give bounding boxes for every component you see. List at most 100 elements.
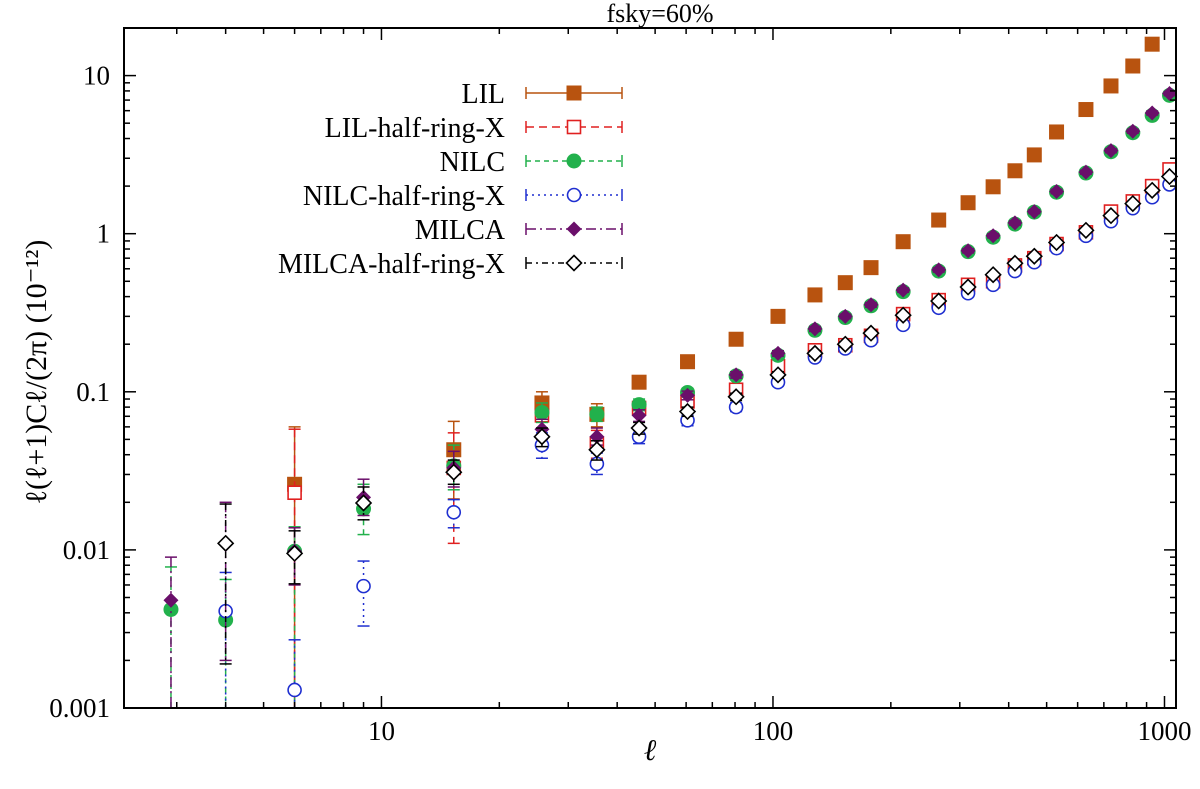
data-point <box>930 292 948 310</box>
data-point <box>728 367 744 383</box>
data-point <box>631 374 647 390</box>
data-point <box>769 366 787 384</box>
plot-area <box>163 36 1179 708</box>
data-point <box>895 234 911 250</box>
data-point <box>862 324 880 342</box>
data-point <box>1025 247 1043 265</box>
data-point <box>287 485 302 501</box>
data-point <box>1144 105 1160 121</box>
error-bar <box>357 560 370 627</box>
data-point <box>1007 163 1023 179</box>
legend-marker <box>566 85 582 101</box>
data-point <box>1160 167 1179 186</box>
data-point <box>445 463 463 481</box>
x-tick-label: 10 <box>368 716 395 746</box>
data-point <box>1103 143 1119 159</box>
data-point <box>631 397 647 413</box>
y-tick-label: 0.001 <box>49 693 110 723</box>
x-tick-label: 1000 <box>1137 716 1191 746</box>
error-bar <box>164 556 177 708</box>
data-point <box>1049 183 1065 199</box>
x-tick-label: 100 <box>753 716 794 746</box>
legend-marker <box>566 187 582 203</box>
data-point <box>1047 233 1066 252</box>
data-point <box>807 287 823 303</box>
legend-label: MILCA <box>415 215 506 246</box>
data-point <box>727 388 745 406</box>
data-point <box>863 297 879 313</box>
data-point <box>960 195 976 211</box>
legend-item-lil: LIL <box>461 79 623 110</box>
data-point <box>1078 102 1094 118</box>
legend: LILLIL-half-ring-XNILCNILC-half-ring-XMI… <box>278 79 623 280</box>
data-point <box>1125 123 1141 139</box>
legend-item-lil-half-ring-x: LIL-half-ring-X <box>325 113 623 144</box>
data-point <box>836 335 854 353</box>
x-axis: 10 100 1000 <box>175 28 1191 746</box>
data-point <box>806 344 824 363</box>
data-point <box>807 321 823 337</box>
data-point <box>931 212 947 228</box>
legend-marker <box>566 153 582 169</box>
plot-frame <box>123 27 1177 709</box>
data-point <box>678 402 697 421</box>
legend-marker <box>566 221 582 237</box>
error-bar <box>219 501 232 662</box>
data-point <box>163 592 179 608</box>
data-point <box>1049 124 1065 140</box>
data-point <box>863 260 879 276</box>
data-point <box>1077 221 1095 239</box>
data-point <box>1006 254 1024 272</box>
error-bar <box>288 428 301 708</box>
legend-item-nilc: NILC <box>440 147 623 178</box>
data-point <box>1102 207 1120 225</box>
data-point <box>931 262 947 278</box>
chart-title: fsky=60% <box>606 0 713 28</box>
data-point <box>1162 86 1178 102</box>
data-point <box>354 494 373 512</box>
data-point <box>1026 147 1042 163</box>
legend-label: NILC-half-ring-X <box>303 181 505 212</box>
data-point <box>631 407 647 423</box>
data-point <box>1026 204 1042 220</box>
data-point <box>960 243 976 259</box>
y-tick-label: 0.1 <box>76 377 110 407</box>
error-bar <box>357 478 370 517</box>
data-point <box>163 601 179 617</box>
data-point <box>630 419 648 437</box>
data-point <box>589 406 605 422</box>
legend-label: MILCA-half-ring-X <box>278 249 505 280</box>
data-point <box>837 275 853 291</box>
data-point <box>285 544 304 563</box>
data-point <box>356 578 371 594</box>
x-axis-title: ℓ <box>644 734 657 767</box>
data-point <box>533 428 551 446</box>
data-point <box>985 228 1001 244</box>
y-axis-title: ℓ(ℓ+1)Cℓ/(2π) (10⁻¹²) <box>20 240 53 505</box>
y-tick-label: 0.01 <box>63 535 110 565</box>
data-point <box>1143 181 1161 199</box>
data-point <box>534 404 550 420</box>
data-point <box>728 331 744 347</box>
legend-label: LIL <box>461 79 505 110</box>
data-point <box>217 534 235 552</box>
data-point <box>894 306 912 324</box>
data-point <box>895 282 911 298</box>
data-point <box>1103 78 1119 94</box>
series-milca <box>163 86 1178 708</box>
y-axis: 0.001 0.01 0.1 1 10 <box>49 27 1176 723</box>
data-point <box>1124 194 1142 213</box>
data-point <box>984 266 1002 284</box>
data-point <box>959 278 977 296</box>
error-bar <box>219 503 232 665</box>
data-point <box>1078 164 1094 180</box>
data-point <box>1144 36 1160 52</box>
data-point <box>287 682 302 698</box>
data-point <box>770 345 786 361</box>
data-point <box>680 354 696 370</box>
error-bar <box>288 639 301 708</box>
data-point <box>985 179 1001 195</box>
legend-item-nilc-half-ring-x: NILC-half-ring-X <box>303 181 623 212</box>
data-point <box>588 441 606 459</box>
